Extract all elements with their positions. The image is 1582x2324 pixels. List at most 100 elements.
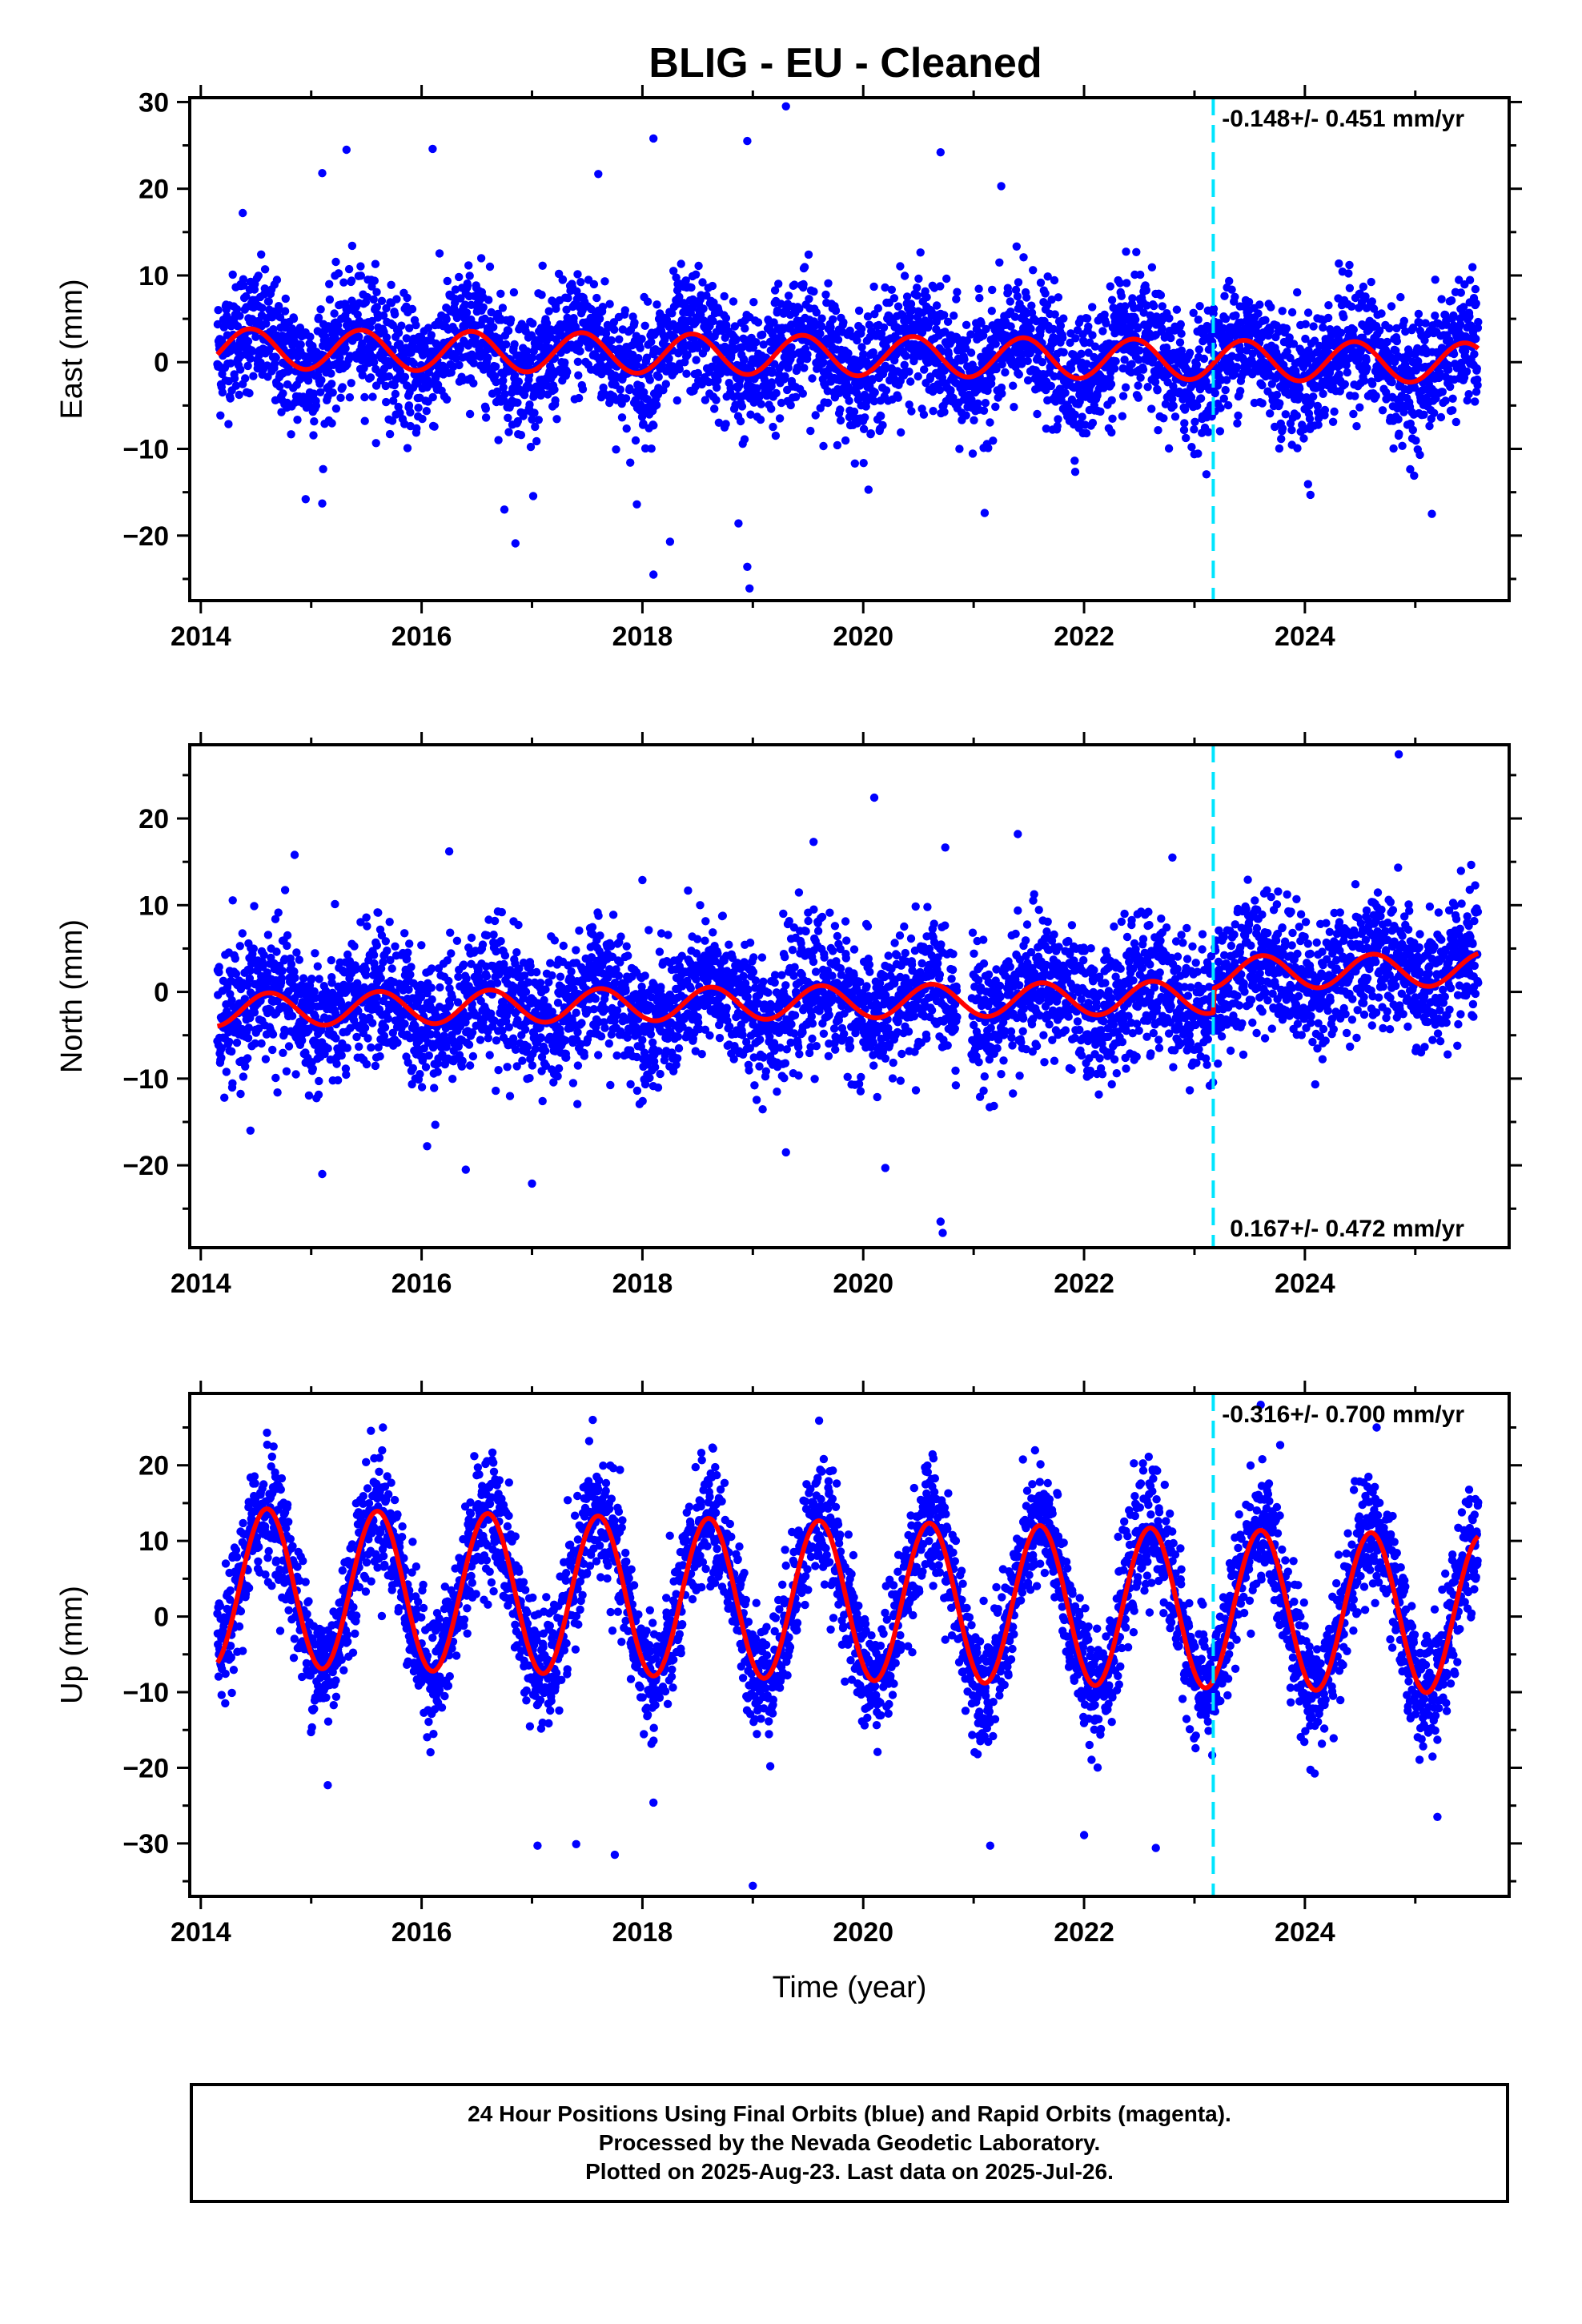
- data-point: [966, 330, 975, 339]
- data-point: [334, 269, 343, 278]
- data-point: [1043, 272, 1052, 281]
- data-point: [432, 339, 440, 348]
- data-point: [280, 307, 290, 316]
- data-point: [1118, 392, 1128, 400]
- data-point: [339, 278, 348, 287]
- outlier-point: [997, 182, 1006, 191]
- data-point: [896, 262, 905, 271]
- data-point: [564, 294, 572, 303]
- data-point: [1258, 399, 1267, 408]
- data-point: [887, 285, 897, 294]
- data-point: [231, 954, 239, 963]
- data-point: [699, 304, 708, 313]
- data-point: [818, 357, 828, 367]
- data-point: [925, 319, 934, 328]
- data-point: [729, 297, 738, 306]
- data-point: [213, 320, 223, 329]
- data-point: [701, 344, 711, 352]
- data-point: [383, 1014, 392, 1023]
- data-point: [1132, 247, 1141, 256]
- data-point: [1267, 303, 1275, 312]
- data-point: [394, 328, 404, 337]
- data-point: [1134, 393, 1143, 402]
- data-point: [730, 322, 740, 331]
- data-point: [220, 1093, 229, 1102]
- data-point: [380, 1023, 390, 1032]
- data-point: [1107, 428, 1116, 437]
- data-point: [877, 329, 886, 338]
- data-point: [293, 416, 302, 424]
- data-point: [673, 286, 682, 295]
- data-point: [272, 275, 282, 284]
- data-point: [714, 418, 724, 427]
- data-point: [621, 394, 631, 403]
- data-point: [757, 400, 765, 408]
- data-point: [347, 379, 355, 388]
- y-tick-label: 30: [139, 87, 169, 118]
- data-point: [236, 365, 245, 374]
- data-point: [456, 344, 464, 353]
- data-point: [616, 385, 624, 394]
- data-point: [1158, 302, 1167, 311]
- x-tick-label: 2016: [391, 621, 452, 652]
- data-point: [1378, 406, 1387, 415]
- data-point: [1106, 282, 1115, 291]
- data-point: [544, 307, 553, 316]
- data-point: [335, 353, 344, 362]
- data-point: [367, 1043, 375, 1052]
- data-point: [392, 295, 401, 304]
- data-point: [712, 396, 721, 404]
- data-point: [732, 335, 741, 344]
- data-point: [455, 360, 464, 370]
- data-point: [406, 970, 415, 979]
- data-point: [358, 371, 367, 380]
- data-point: [528, 353, 537, 362]
- data-point: [1158, 324, 1166, 333]
- data-point: [1258, 380, 1267, 390]
- data-point: [1343, 368, 1352, 377]
- data-point: [816, 329, 825, 338]
- data-point: [849, 407, 859, 416]
- data-point: [753, 384, 761, 393]
- data-point: [784, 292, 793, 300]
- data-point: [416, 1070, 424, 1079]
- data-point: [279, 389, 287, 398]
- data-point: [500, 396, 508, 405]
- data-point: [309, 431, 318, 440]
- data-point: [1345, 283, 1355, 292]
- data-point: [467, 300, 476, 309]
- data-point: [231, 381, 241, 390]
- data-point: [430, 422, 439, 431]
- data-point: [1059, 348, 1068, 357]
- data-point: [693, 316, 701, 325]
- data-point: [692, 270, 701, 279]
- data-point: [1058, 333, 1067, 343]
- data-point: [920, 365, 929, 374]
- data-point: [465, 271, 474, 280]
- data-point: [793, 363, 802, 372]
- outlier-point: [301, 495, 310, 504]
- data-point: [393, 1038, 402, 1047]
- data-point: [991, 340, 1000, 348]
- data-point: [509, 287, 519, 297]
- data-point: [974, 399, 982, 408]
- data-point: [514, 377, 524, 386]
- data-point: [1408, 425, 1418, 435]
- data-point: [861, 413, 869, 422]
- data-point: [605, 300, 614, 308]
- data-point: [1176, 320, 1186, 329]
- data-point: [422, 407, 431, 416]
- data-point: [1301, 320, 1310, 328]
- data-point: [542, 319, 552, 328]
- data-point: [243, 1054, 252, 1063]
- data-point: [1165, 314, 1174, 323]
- data-point: [462, 308, 472, 317]
- data-point: [936, 282, 945, 291]
- data-point: [643, 297, 652, 306]
- east-y-axis-label: East (mm): [55, 279, 89, 419]
- data-point: [601, 329, 611, 338]
- data-point: [345, 393, 355, 402]
- outlier-point: [743, 562, 752, 571]
- data-point: [1172, 305, 1182, 314]
